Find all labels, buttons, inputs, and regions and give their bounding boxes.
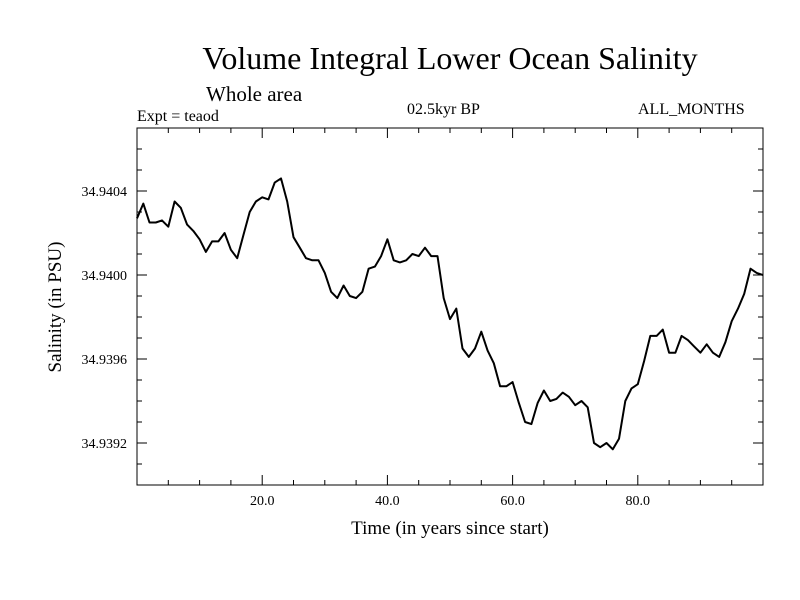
x-tick-label: 40.0 [375,494,400,509]
x-tick-label: 80.0 [626,494,651,509]
salinity-series-line [136,177,764,451]
y-tick-label: 34.9400 [82,269,128,284]
chart-subtitle: Whole area [206,82,303,106]
period-label: 02.5kyr BP [407,101,480,118]
x-tick-label: 60.0 [500,494,525,509]
x-axis-label: Time (in years since start) [351,518,549,539]
chart-title: Volume Integral Lower Ocean Salinity [202,40,698,76]
y-tick-label: 34.9404 [82,185,128,200]
tick-labels: 20.0 40.0 60.0 80.0 34.9392 34.9396 34.9400 34.… [82,185,651,509]
x-tick-label: 20.0 [250,494,275,509]
y-tick-label: 34.9392 [82,437,128,452]
y-axis-label: Salinity (in PSU) [45,242,66,373]
plot-area [136,127,764,486]
months-label: ALL_MONTHS [638,101,745,118]
y-tick-label: 34.9396 [82,353,128,368]
tick-marks [137,127,763,485]
experiment-label: Expt = teaod [137,108,219,125]
